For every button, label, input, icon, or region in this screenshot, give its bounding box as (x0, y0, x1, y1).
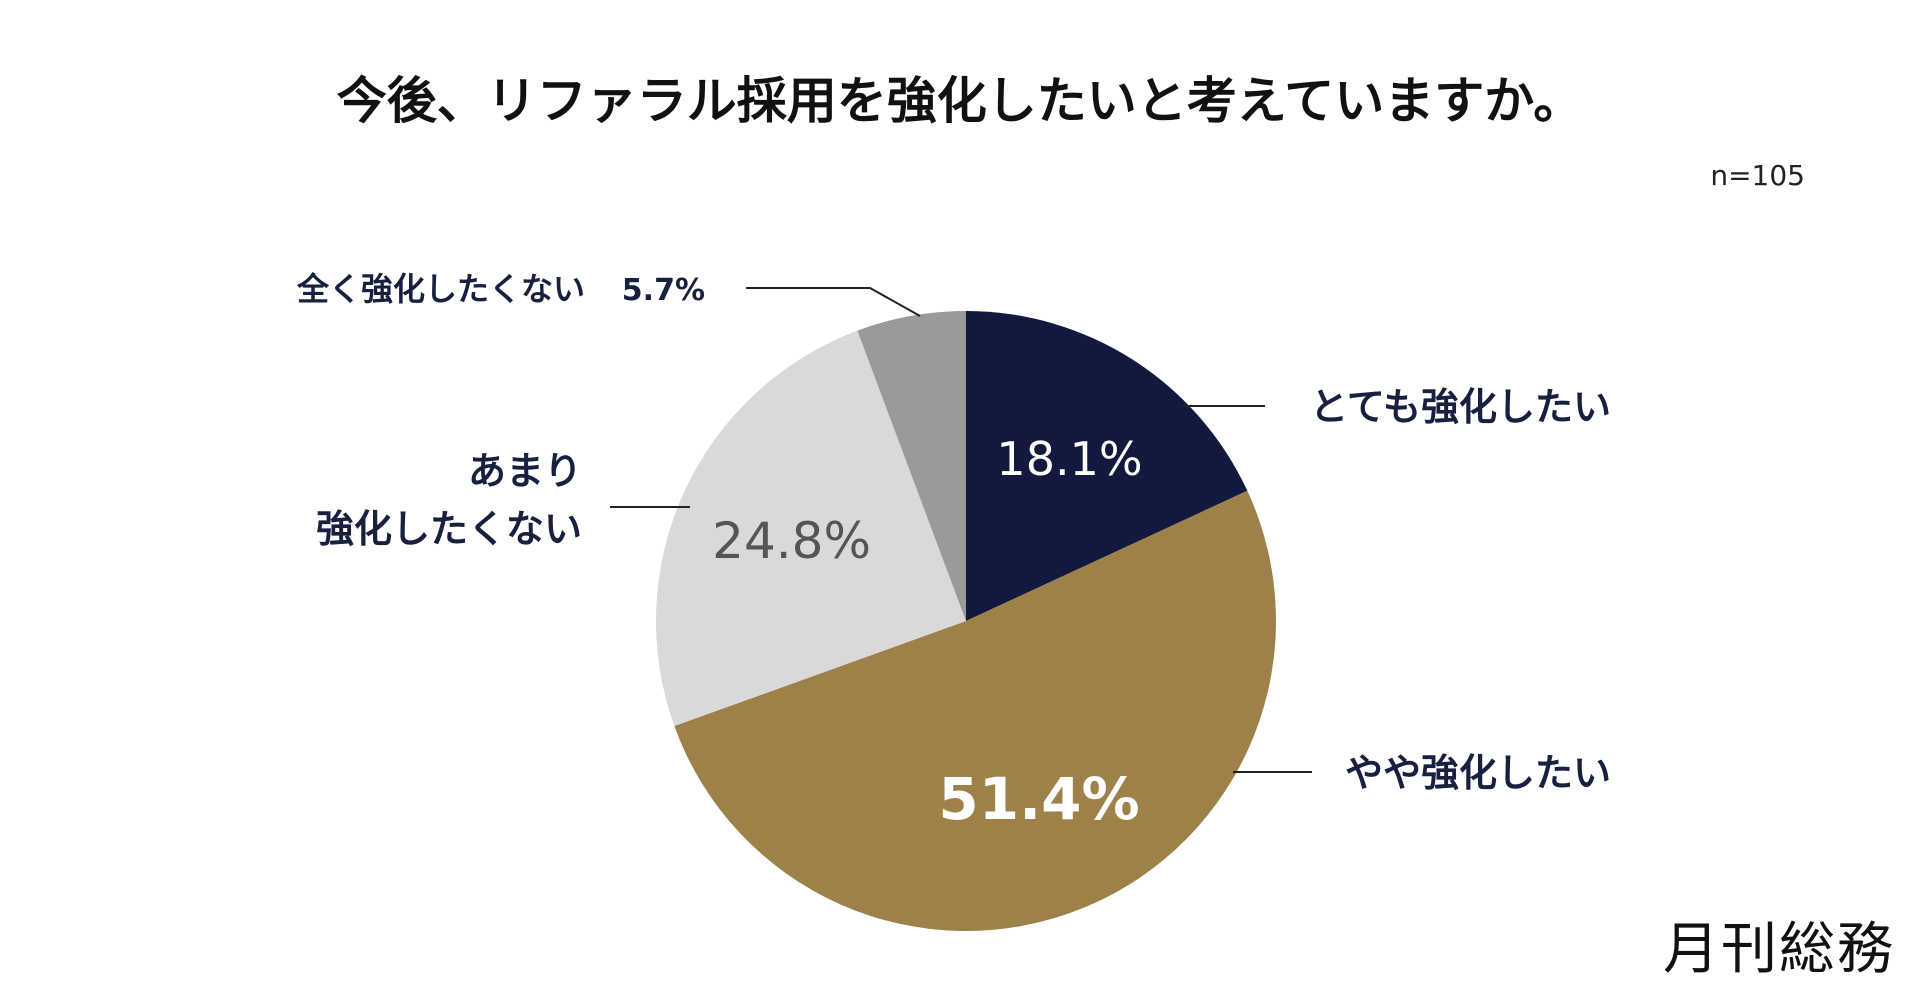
leader-line-4 (746, 287, 921, 317)
pie-slice-3 (656, 330, 966, 727)
slice-value-label-2: 51.4% (938, 765, 1139, 833)
slice-category-label-1: とても強化したい (1310, 385, 1611, 429)
pie-slice-4 (857, 311, 966, 621)
slice-value-label-3: 24.8% (712, 512, 871, 570)
slice-category-label-3-line-2: 強化したくない (316, 507, 582, 551)
chart-title: 今後、リファラル採用を強化したいと考えていますか。 (337, 72, 1584, 130)
pie-labels: 18.1% とても強化したい 51.4% やや強化したい 24.8% あまり強化したくない… (296, 270, 1611, 833)
pie-slice-2 (674, 490, 1276, 931)
slice-value-label-1: 18.1% (996, 432, 1142, 486)
publisher-logo: 月刊総務 (1663, 917, 1895, 982)
sample-size-label: n=105 (1710, 159, 1805, 192)
slice-category-label-3-line-1: あまり (468, 449, 582, 493)
slice-category-label-2: やや強化したい (1345, 751, 1611, 795)
pie-slices (656, 311, 1276, 931)
pie-slice-1 (966, 311, 1248, 621)
slice-value-label-4: 5.7% (622, 273, 705, 308)
slice-category-label-4: 全く強化したくない (296, 270, 585, 308)
